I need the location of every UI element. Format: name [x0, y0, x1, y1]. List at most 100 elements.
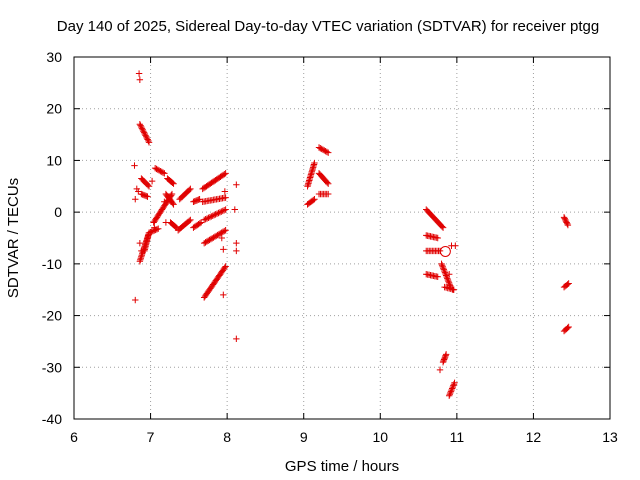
data-point [442, 352, 449, 359]
y-tick-label: 30 [46, 49, 62, 65]
data-point [132, 196, 139, 203]
data-point [187, 185, 194, 193]
data-point [564, 281, 571, 288]
data-point [161, 198, 168, 205]
data-point [143, 134, 151, 142]
data-point [213, 232, 220, 240]
data-point [446, 392, 453, 399]
x-tick-label: 6 [70, 429, 78, 445]
data-point [211, 233, 219, 240]
x-tick-label: 7 [147, 429, 155, 445]
data-point [132, 296, 139, 304]
data-point [155, 225, 162, 232]
data-point [323, 179, 331, 186]
data-point [222, 263, 229, 270]
y-tick-label: -40 [42, 411, 62, 427]
data-point [143, 133, 150, 140]
data-point [442, 272, 450, 279]
chart-title: Day 140 of 2025, Sidereal Day-to-day VTE… [57, 18, 599, 35]
data-point [447, 388, 455, 395]
data-point [208, 213, 215, 220]
axis-ticks [73, 56, 611, 420]
y-tick-label: -20 [42, 308, 62, 324]
data-point [139, 126, 146, 133]
data-point [145, 139, 153, 146]
data-point [325, 180, 332, 187]
data-point [450, 381, 458, 388]
data-point [138, 125, 146, 132]
data-point [204, 237, 212, 244]
data-point [215, 209, 222, 217]
x-axis-label: GPS time / hours [285, 458, 399, 475]
data-point [186, 217, 193, 225]
data-point [212, 211, 219, 218]
data-point [445, 279, 453, 286]
data-point [440, 265, 447, 272]
data-point [140, 127, 147, 135]
y-tick-label: 10 [46, 152, 62, 168]
data-point [170, 180, 177, 187]
data-point [172, 223, 179, 230]
data-point [325, 149, 332, 156]
x-tick-label: 10 [372, 429, 388, 445]
data-point [439, 224, 447, 231]
data-point [449, 286, 457, 293]
data-point [448, 385, 456, 392]
data-point [218, 208, 225, 215]
data-point [186, 186, 193, 194]
data-point [203, 215, 211, 222]
data-point [144, 136, 151, 143]
data-point [200, 216, 208, 224]
data-point [323, 148, 331, 156]
data-point [449, 383, 456, 391]
data-point [221, 264, 228, 271]
data-point [442, 351, 450, 358]
y-axis-label: SDTVAR / TECUs [5, 178, 22, 298]
data-point [159, 169, 167, 176]
data-point [145, 232, 152, 239]
data-point [137, 122, 144, 129]
data-point [220, 291, 227, 299]
x-tick-label: 11 [450, 429, 465, 445]
x-tick-label: 12 [526, 429, 542, 445]
data-point [214, 231, 221, 239]
data-point [222, 194, 229, 201]
data-point [142, 132, 149, 139]
data-point [233, 247, 240, 255]
data-point [138, 123, 145, 131]
data-point [219, 207, 226, 215]
data-point [215, 231, 223, 238]
data-point [202, 239, 209, 246]
data-point [151, 224, 158, 231]
y-tick-label: 0 [54, 204, 62, 220]
data-point [169, 179, 176, 187]
y-tick-label: -30 [42, 359, 62, 375]
data-point [195, 196, 202, 203]
data-point [210, 211, 218, 219]
data-point [210, 234, 217, 241]
data-point [434, 273, 441, 280]
data-point [206, 236, 213, 244]
data-point [144, 193, 151, 200]
data-point [233, 181, 240, 188]
y-tick-label: -10 [42, 256, 62, 272]
data-point [207, 235, 215, 243]
data-series [131, 70, 572, 399]
data-point [441, 267, 448, 275]
data-point [203, 238, 211, 245]
data-point [145, 183, 153, 190]
data-point [310, 196, 317, 204]
data-point [145, 137, 152, 145]
y-tick-label: 20 [46, 101, 62, 117]
data-point [213, 210, 221, 217]
grid-lines [74, 57, 610, 419]
data-point [311, 196, 318, 203]
data-point [135, 70, 143, 77]
data-point [170, 201, 177, 208]
data-point [448, 386, 455, 394]
data-point [451, 379, 458, 386]
data-point [565, 280, 572, 287]
data-point [131, 162, 138, 169]
data-point [222, 170, 229, 177]
